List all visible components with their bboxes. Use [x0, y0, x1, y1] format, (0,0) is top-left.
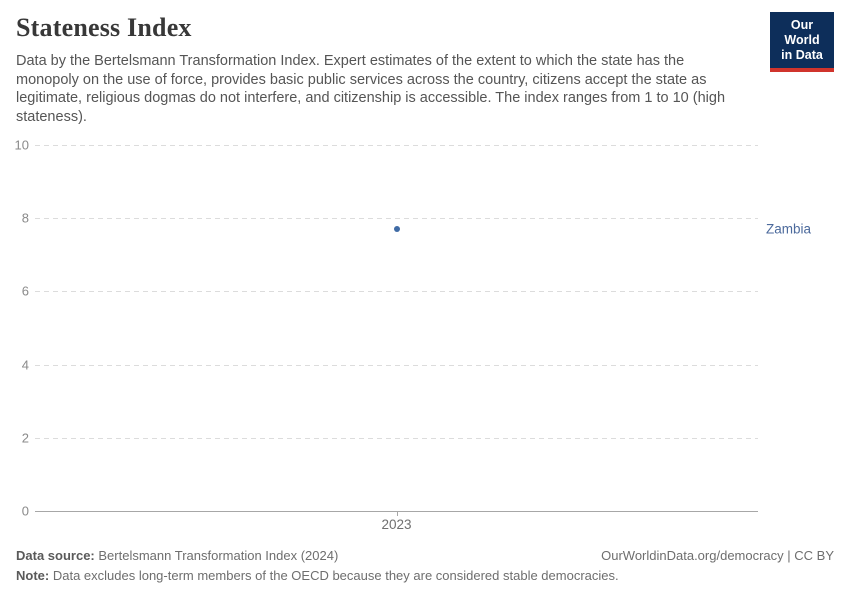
y-tick-label-8: 8 — [21, 210, 29, 226]
gridline-y-10 — [35, 145, 758, 146]
x-tick-label-2023: 2023 — [381, 517, 412, 532]
data-source-label: Data source: — [16, 548, 95, 563]
y-tick-label-2: 2 — [21, 430, 29, 446]
gridline-y-6 — [35, 291, 758, 293]
chart-subtitle: Data by the Bertelsmann Transformation I… — [16, 53, 726, 125]
license-link[interactable]: OurWorldinData.org/democracy | CC BY — [601, 548, 834, 563]
data-source-line: Data source: Bertelsmann Transformation … — [16, 548, 338, 563]
note-label: Note: — [16, 568, 50, 583]
owid-logo-line2: in Data — [781, 48, 823, 62]
note-value: Data excludes long-term members of the O… — [52, 568, 619, 583]
y-tick-label-0: 0 — [21, 503, 29, 519]
entity-label-zambia[interactable]: Zambia — [766, 221, 812, 237]
y-tick-label-6: 6 — [21, 283, 29, 299]
gridline-y-2 — [35, 437, 758, 439]
plot-area: 0 2 4 6 8 10 2023 Zambia — [15, 138, 811, 533]
data-point-zambia[interactable] — [393, 226, 400, 233]
y-tick-label-10: 10 — [14, 137, 29, 153]
chart-note: Note: Data excludes long-term members of… — [16, 568, 619, 583]
x-tick-mark-2023 — [396, 511, 398, 516]
y-tick-label-4: 4 — [21, 357, 29, 373]
owid-logo-line1: Our World — [784, 18, 820, 47]
chart-title: Stateness Index — [16, 13, 192, 42]
owid-logo[interactable]: Our World in Data — [770, 12, 834, 72]
data-source-value[interactable]: Bertelsmann Transformation Index (2024) — [98, 548, 339, 563]
gridline-y-8 — [35, 218, 758, 220]
chart-footer: Data source: Bertelsmann Transformation … — [16, 548, 834, 563]
gridline-y-4 — [35, 364, 758, 366]
